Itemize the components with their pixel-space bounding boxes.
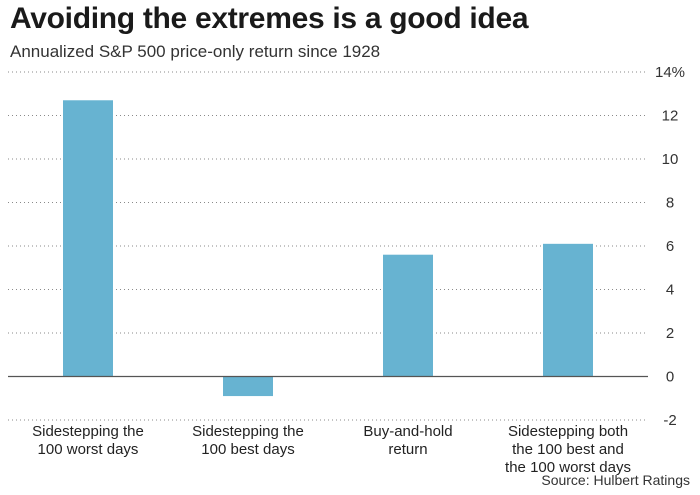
bar xyxy=(223,376,273,397)
y-tick-labels: -2 0 2 4 6 8 10 12 14% xyxy=(655,64,685,429)
category-label: Sidestepping the 100 best days xyxy=(192,423,304,458)
y-tick-label: 4 xyxy=(666,282,674,299)
bar xyxy=(543,243,593,377)
y-tick-label: 8 xyxy=(666,195,674,212)
y-tick-label: 2 xyxy=(666,325,674,342)
y-tick-label: 12 xyxy=(662,108,679,125)
y-tick-label: 0 xyxy=(666,369,674,386)
gridlines xyxy=(8,71,648,421)
bars xyxy=(63,100,593,397)
category-label: Sidestepping the 100 worst days xyxy=(32,423,144,458)
category-label: Buy-and-hold return xyxy=(363,423,452,458)
y-tick-label: -2 xyxy=(663,412,676,429)
category-labels: Sidestepping the 100 worst days Sidesteppi… xyxy=(32,423,631,476)
source-note: Source: Hulbert Ratings xyxy=(541,472,690,488)
chart-title: Avoiding the extremes is a good idea xyxy=(10,2,529,35)
y-tick-label: 14% xyxy=(655,64,685,81)
chart-subtitle: Annualized S&P 500 price-only return sin… xyxy=(10,42,381,61)
category-label: Sidestepping both the 100 best and the 100… xyxy=(505,423,631,476)
bar xyxy=(383,254,433,377)
y-tick-label: 6 xyxy=(666,238,674,255)
y-tick-label: 10 xyxy=(662,151,679,168)
bar xyxy=(63,100,113,377)
